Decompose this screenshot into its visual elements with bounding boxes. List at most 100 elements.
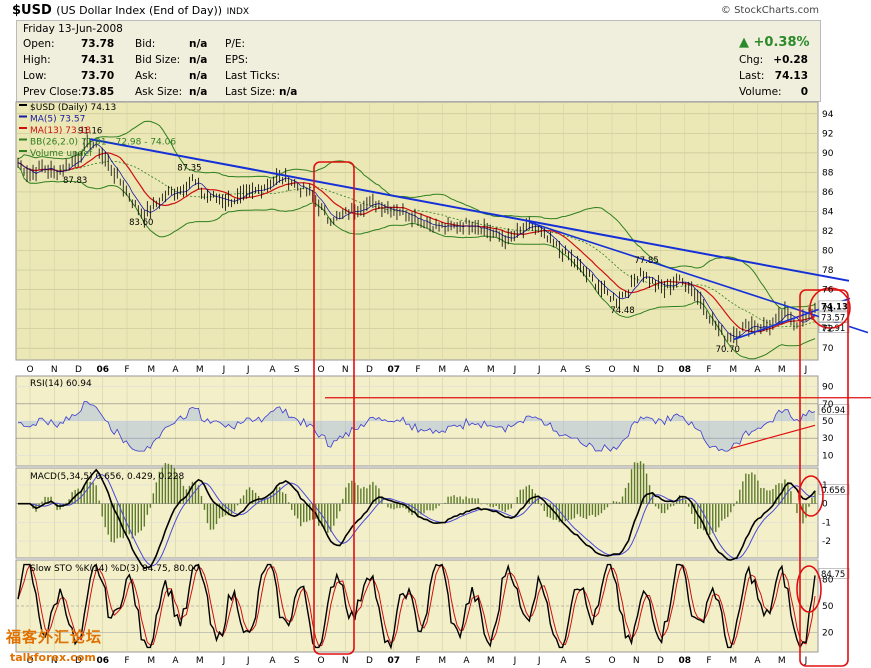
price-y-tick: 88 bbox=[822, 168, 834, 178]
x-tick-label-bottom: D bbox=[657, 656, 664, 666]
price-y-tick: 86 bbox=[822, 188, 834, 198]
x-tick-label: O bbox=[26, 365, 33, 375]
x-tick-label: M bbox=[438, 365, 446, 375]
legend-entry: MA(5) 73.57 bbox=[30, 115, 85, 125]
rsi-line bbox=[17, 400, 816, 452]
legend-entry: Volume undef bbox=[30, 149, 93, 159]
info-right-label: Chg: bbox=[739, 54, 764, 66]
highlight-circle-sto bbox=[796, 565, 822, 613]
x-tick-label-bottom: S bbox=[585, 656, 591, 666]
x-tick-label-bottom: 06 bbox=[96, 656, 109, 666]
quote-info-box: Friday 13-Jun-2008 Open: 73.78 Bid: n/a P/E:… bbox=[16, 20, 821, 102]
price-annotation: 70.70 bbox=[716, 345, 740, 355]
price-y-tick: 72 bbox=[822, 325, 833, 335]
highlight-rect-oct bbox=[313, 161, 355, 655]
info-value: n/a bbox=[189, 70, 208, 82]
x-tick-label-bottom: N bbox=[51, 656, 58, 666]
info-right-label: Last: bbox=[739, 70, 765, 82]
price-annotation: 83.60 bbox=[129, 218, 153, 228]
price-y-tick: 78 bbox=[822, 266, 834, 276]
info-label: Low: bbox=[23, 70, 47, 82]
x-tick-label-bottom: O bbox=[26, 656, 33, 666]
x-tick-label-bottom: J bbox=[222, 656, 226, 666]
info-value: n/a bbox=[279, 86, 298, 98]
chart-title: $USD (US Dollar Index (End of Day)) INDX bbox=[12, 3, 250, 18]
rsi-fill bbox=[18, 401, 815, 452]
macd-last-box bbox=[818, 484, 850, 495]
x-tick-label: A bbox=[560, 365, 567, 375]
last-value-label: 74.13 bbox=[821, 302, 848, 312]
x-tick-label: S bbox=[294, 365, 300, 375]
x-tick-label: 06 bbox=[96, 365, 109, 375]
bollinger-upper-line bbox=[17, 120, 816, 310]
x-tick-label-bottom: J bbox=[804, 656, 808, 666]
x-tick-label-bottom: F bbox=[415, 656, 420, 666]
x-tick-label: S bbox=[585, 365, 591, 375]
info-right-value: 74.13 bbox=[774, 70, 808, 82]
x-tick-label-bottom: A bbox=[172, 656, 179, 666]
price-y-tick: 74 bbox=[822, 305, 834, 315]
x-tick-label: F bbox=[706, 365, 711, 375]
x-tick-label: 07 bbox=[387, 365, 400, 375]
x-tick-label: N bbox=[633, 365, 640, 375]
last-value-label: 73.57 bbox=[821, 313, 845, 323]
info-label: EPS: bbox=[225, 54, 249, 66]
macd-legend: MACD(5,34,5) 0.656, 0.429, 0.228 bbox=[30, 472, 185, 482]
x-tick-label-bottom: 08 bbox=[678, 656, 691, 666]
price-y-tick: 76 bbox=[822, 286, 834, 296]
x-tick-label: J bbox=[246, 365, 250, 375]
sto-legend: Slow STO %K(14) %D(3) 84.75, 80.00 bbox=[30, 564, 200, 574]
rsi-y-tick: 30 bbox=[822, 434, 834, 444]
legend-entry: $USD (Daily) 74.13 bbox=[30, 103, 116, 113]
watermark: © StockCharts.com bbox=[720, 5, 819, 16]
x-tick-label-bottom: F bbox=[124, 656, 129, 666]
x-tick-label-bottom: N bbox=[342, 656, 349, 666]
legend-swatch bbox=[19, 115, 27, 118]
x-tick-label: J bbox=[537, 365, 541, 375]
x-tick-label-bottom: S bbox=[294, 656, 300, 666]
x-tick-label: N bbox=[51, 365, 58, 375]
x-tick-label: M bbox=[147, 365, 155, 375]
x-tick-label: N bbox=[342, 365, 349, 375]
quote-date: Friday 13-Jun-2008 bbox=[23, 23, 123, 35]
x-tick-label: F bbox=[415, 365, 420, 375]
bollinger-lower-line bbox=[17, 166, 816, 360]
info-label: Ask Size: bbox=[135, 86, 183, 98]
macd-line bbox=[18, 468, 816, 570]
price-y-tick: 94 bbox=[822, 110, 834, 120]
sto-y-tick: 50 bbox=[822, 602, 834, 612]
x-tick-label: M bbox=[196, 365, 204, 375]
x-tick-label-bottom: 07 bbox=[387, 656, 400, 666]
info-label: Last Ticks: bbox=[225, 70, 281, 82]
x-tick-label-bottom: M bbox=[438, 656, 446, 666]
last-value-box bbox=[818, 300, 850, 312]
macd-y-tick: -1 bbox=[822, 518, 831, 528]
x-tick-label: A bbox=[754, 365, 761, 375]
info-label: Bid Size: bbox=[135, 54, 181, 66]
long-term-trendline bbox=[89, 138, 850, 282]
legend-entry: BB(26,2.0) 71.91 - 72.98 - 74.06 bbox=[30, 138, 176, 148]
legend-swatch bbox=[19, 127, 27, 129]
sto-last-label: 84.75 bbox=[821, 570, 845, 580]
x-tick-label-bottom: M bbox=[196, 656, 204, 666]
rsi-y-tick: 50 bbox=[822, 417, 834, 427]
change-percent: ▲ +0.38% bbox=[739, 35, 810, 50]
last-value-label: 71.91 bbox=[821, 324, 845, 334]
x-tick-label-bottom: M bbox=[487, 656, 495, 666]
rsi-y-tick: 10 bbox=[822, 451, 834, 461]
sto-y-tick: 20 bbox=[822, 628, 834, 638]
x-tick-label: J bbox=[513, 365, 517, 375]
rsi-y-tick: 70 bbox=[822, 400, 834, 410]
x-tick-label-bottom: F bbox=[706, 656, 711, 666]
price-annotation: 87.83 bbox=[63, 176, 87, 186]
bollinger-mid-line bbox=[17, 160, 816, 328]
macd-panel bbox=[15, 467, 819, 559]
last-value-box bbox=[818, 311, 850, 323]
x-tick-label-bottom: A bbox=[463, 656, 470, 666]
info-value: 73.85 bbox=[81, 86, 115, 98]
sto-y-tick: 80 bbox=[822, 576, 834, 586]
info-value: n/a bbox=[189, 54, 208, 66]
price-y-tick: 80 bbox=[822, 247, 834, 257]
highlight-rect-june bbox=[799, 289, 849, 667]
